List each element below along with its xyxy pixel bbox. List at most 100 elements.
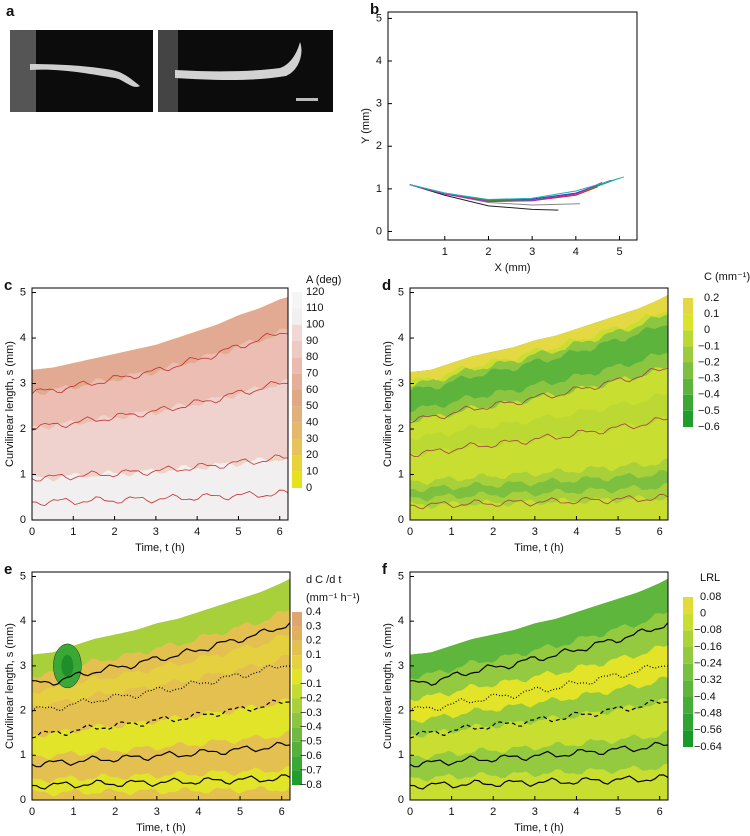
x-tick-label: 2 xyxy=(112,526,118,538)
colorbar-segment xyxy=(292,390,302,407)
colorbar-tick-label: 100 xyxy=(306,319,324,331)
y-tick-label: 5 xyxy=(376,12,382,24)
colorbar-segment xyxy=(292,292,302,309)
colorbar-title: C (mm⁻¹) xyxy=(704,271,750,283)
y-tick-label: 0 xyxy=(398,514,404,526)
contour-line xyxy=(31,381,289,431)
contour-line xyxy=(31,774,291,790)
contour-line xyxy=(409,699,669,739)
colorbar-tick-label: −0.4 xyxy=(694,691,716,703)
colorbar-tick-label: −0.48 xyxy=(694,708,722,720)
contour-band xyxy=(410,645,668,724)
colorbar-tick-label: −0.4 xyxy=(300,721,322,733)
y-tick-label: 2 xyxy=(376,140,382,152)
colorbar-segment xyxy=(683,730,693,747)
colorbar-segment xyxy=(292,406,302,423)
colorbar-segment xyxy=(292,741,302,757)
colorbar-tick-label: 0.4 xyxy=(306,606,321,618)
y-tick-label: 5 xyxy=(398,286,404,298)
x-tick-label: 0 xyxy=(407,526,413,538)
panel-label: e xyxy=(4,561,12,578)
colorbar-tick-label: −0.5 xyxy=(698,405,720,417)
colorbar-segment xyxy=(292,712,302,728)
colorbar-tick-label: 90 xyxy=(306,335,318,347)
colorbar-segment xyxy=(683,713,693,731)
x-tick-label: 4 xyxy=(573,246,579,258)
x-tick-label: 3 xyxy=(532,806,538,818)
colorbar-segment xyxy=(683,613,693,631)
contour-line xyxy=(409,741,669,768)
contour-field xyxy=(409,294,669,520)
contour-line xyxy=(31,454,289,482)
y-tick-label: 3 xyxy=(398,377,404,389)
colorbar-title: d C /d t xyxy=(306,574,341,586)
axes-frame xyxy=(31,571,291,801)
y-tick-label: 4 xyxy=(398,615,404,627)
y-axis-label: Curvilinear length, s (mm) xyxy=(4,341,16,467)
x-tick-label: 0 xyxy=(29,806,35,818)
y-tick-label: 3 xyxy=(398,660,404,672)
contour-band xyxy=(410,294,668,383)
x-tick-label: 5 xyxy=(616,246,622,258)
y-tick-label: 0 xyxy=(20,794,26,806)
axes-frame xyxy=(387,11,638,241)
contour-band xyxy=(410,470,668,502)
x-tick-label: 0 xyxy=(29,526,35,538)
colorbar-segment xyxy=(683,314,693,331)
y-tick-label: 1 xyxy=(398,468,404,480)
x-tick-label: 2 xyxy=(112,806,118,818)
contour-field xyxy=(409,578,669,800)
colorbar-segment xyxy=(683,346,693,363)
colorbar-segment xyxy=(683,597,693,614)
contour-band xyxy=(32,765,290,797)
colorbar-segment xyxy=(683,663,693,681)
y-tick-label: 0 xyxy=(376,225,382,237)
contour-line xyxy=(409,494,669,510)
y-tick-label: 5 xyxy=(20,570,26,582)
y-tick-label: 1 xyxy=(20,749,26,761)
x-tick-label: 3 xyxy=(153,526,159,538)
x-tick-label: 2 xyxy=(490,526,496,538)
contour-blob xyxy=(61,654,74,677)
y-tick-label: 1 xyxy=(376,183,382,195)
colorbar-segment xyxy=(292,357,302,374)
panel-label: c xyxy=(4,277,12,294)
colorbar-segment xyxy=(683,410,693,427)
contour-line xyxy=(31,489,289,507)
colorbar-segment xyxy=(683,680,693,697)
colorbar-tick-label: −0.7 xyxy=(300,764,322,776)
colorbar-tick-label: 0.3 xyxy=(306,620,321,632)
colorbar-tick-label: 0.2 xyxy=(704,292,719,304)
y-tick-label: 5 xyxy=(20,286,26,298)
colorbar-tick-label: −0.16 xyxy=(694,641,722,653)
x-tick-label: 6 xyxy=(657,806,663,818)
x-tick-label: 1 xyxy=(442,246,448,258)
colorbar-tick-label: −0.08 xyxy=(694,624,722,636)
y-axis-label: Curvilinear length, s (mm) xyxy=(382,623,394,749)
y-tick-label: 5 xyxy=(398,570,404,582)
x-tick-label: 6 xyxy=(657,526,663,538)
colorbar-tick-label: −0.4 xyxy=(698,389,720,401)
y-tick-label: 2 xyxy=(398,704,404,716)
colorbar-segment xyxy=(292,640,302,656)
x-axis-label: X (mm) xyxy=(494,262,530,274)
x-tick-label: 1 xyxy=(449,526,455,538)
colorbar-title: LRL xyxy=(700,572,720,584)
x-tick-label: 5 xyxy=(237,806,243,818)
x-tick-label: 5 xyxy=(235,526,241,538)
y-tick-label: 3 xyxy=(20,377,26,389)
colorbar-tick-label: −0.5 xyxy=(300,736,322,748)
colorbar-segment xyxy=(292,341,302,358)
y-tick-label: 0 xyxy=(398,794,404,806)
colorbar-tick-label: −0.3 xyxy=(300,707,322,719)
colorbar-segment xyxy=(683,298,693,315)
contour-band xyxy=(32,698,290,760)
x-tick-label: 0 xyxy=(407,806,413,818)
colorbar-tick-label: 80 xyxy=(306,351,318,363)
contour-band xyxy=(410,578,668,680)
colorbar-segment xyxy=(292,455,302,472)
colorbar-tick-label: 120 xyxy=(306,286,324,298)
colorbar-tick-label: −0.1 xyxy=(300,678,322,690)
y-tick-label: 2 xyxy=(398,423,404,435)
colorbar-segment xyxy=(683,394,693,411)
